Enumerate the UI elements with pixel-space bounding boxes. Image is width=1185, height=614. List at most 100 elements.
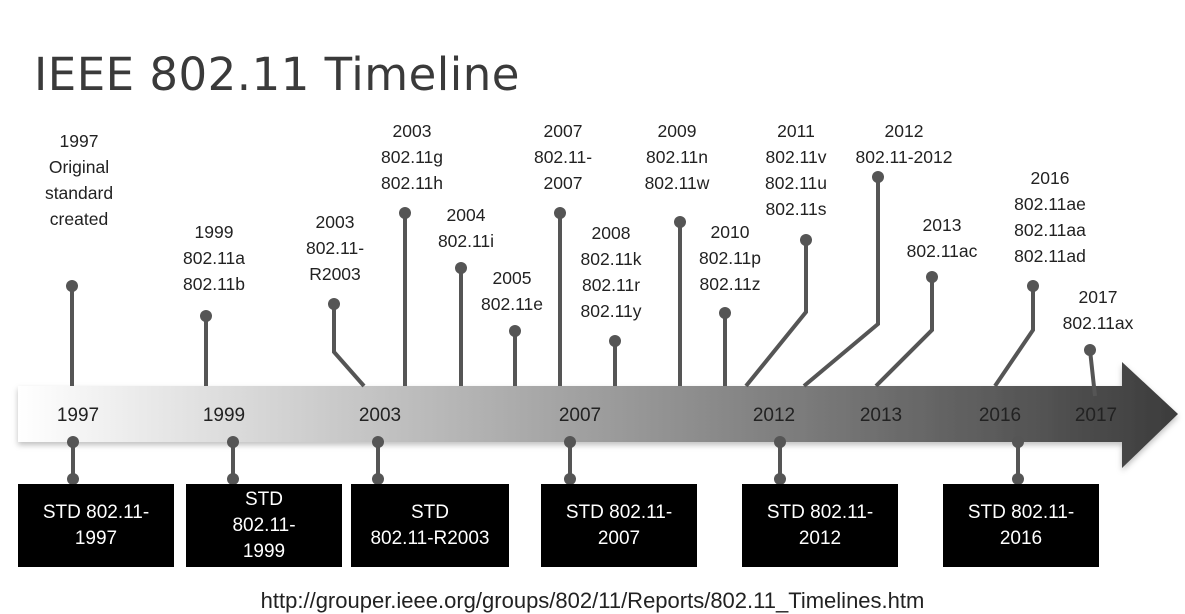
event-line: 802.11s bbox=[765, 199, 827, 219]
connector-dot bbox=[554, 207, 566, 219]
connector-dot bbox=[564, 473, 576, 485]
event-line: 802.11k bbox=[580, 249, 642, 269]
event-line: Original bbox=[48, 157, 110, 177]
connector-dot bbox=[1012, 473, 1024, 485]
standard-line: STD 802.11- bbox=[42, 501, 150, 523]
event-line: 2003 bbox=[315, 212, 355, 232]
standard-line: 802.11- bbox=[232, 514, 296, 536]
event-line: 802.11ad bbox=[1014, 246, 1086, 266]
standard-line: 1997 bbox=[74, 527, 118, 549]
axis-year-1997: 1997 bbox=[56, 405, 100, 426]
connector-dot bbox=[719, 307, 731, 319]
event-line: 802.11aa bbox=[1014, 220, 1086, 240]
event-line: 2013 bbox=[922, 215, 962, 235]
standard-line: STD 802.11- bbox=[766, 501, 874, 523]
event-line: 802.11y bbox=[580, 301, 642, 321]
event-line: 802.11ac bbox=[906, 241, 978, 261]
event-label-2005: 2005 802.11e bbox=[481, 265, 543, 317]
event-line: 802.11a bbox=[183, 248, 245, 268]
standard-line: STD 802.11- bbox=[967, 501, 1075, 523]
connector-dot bbox=[328, 298, 340, 310]
connector-dot bbox=[800, 234, 812, 246]
event-line: 802.11n bbox=[646, 147, 708, 167]
event-line: 2005 bbox=[492, 268, 532, 288]
event-label-2011: 2011 802.11v 802.11u 802.11s bbox=[765, 118, 827, 222]
standard-line: STD bbox=[411, 501, 449, 523]
event-line: 2011 bbox=[777, 121, 815, 141]
event-line: 2016 bbox=[1030, 168, 1070, 188]
standard-box-2003: STD 802.11-R2003 bbox=[351, 484, 509, 567]
connector-dot bbox=[227, 473, 239, 485]
connector-dot bbox=[372, 436, 384, 448]
axis-year-2017: 2017 bbox=[1074, 405, 1118, 426]
event-line: 802.11v bbox=[765, 147, 827, 167]
connector-line bbox=[993, 286, 1035, 388]
event-label-2008: 2008 802.11k 802.11r 802.11y bbox=[581, 220, 642, 324]
event-line: 2003 bbox=[392, 121, 432, 141]
standard-line: STD 802.11- bbox=[565, 501, 673, 523]
event-line: 2009 bbox=[657, 121, 697, 141]
event-line: 802.11h bbox=[381, 173, 443, 193]
event-label-1997: 1997 Original standard created bbox=[45, 128, 113, 232]
event-line: 802.11ae bbox=[1014, 194, 1086, 214]
connector-dot bbox=[774, 473, 786, 485]
standard-box-2016: STD 802.11- 2016 bbox=[943, 484, 1099, 567]
event-line: 802.11ax bbox=[1062, 313, 1134, 333]
page-title: IEEE 802.11 Timeline bbox=[34, 48, 520, 101]
connector-line bbox=[332, 304, 366, 388]
standard-line: 1999 bbox=[242, 540, 286, 562]
event-label-2010: 2010 802.11p 802.11z bbox=[699, 219, 761, 297]
event-line: 802.11p bbox=[699, 248, 761, 268]
standard-box-2007: STD 802.11- 2007 bbox=[541, 484, 697, 567]
event-line: 802.11- bbox=[305, 238, 365, 258]
standard-line: STD bbox=[245, 488, 283, 510]
connector-dot bbox=[227, 436, 239, 448]
event-line: 802.11i bbox=[437, 231, 495, 251]
event-line: 2007 bbox=[543, 173, 583, 193]
connector-dot bbox=[674, 216, 686, 228]
standard-line: 2016 bbox=[999, 527, 1043, 549]
connector-dot bbox=[774, 436, 786, 448]
connector-dot bbox=[1012, 436, 1024, 448]
connector-dot bbox=[372, 473, 384, 485]
axis-year-2013: 2013 bbox=[859, 405, 903, 426]
event-line: R2003 bbox=[309, 264, 361, 284]
connector-dot bbox=[1084, 344, 1096, 356]
connector-dot bbox=[872, 171, 884, 183]
event-line: 2004 bbox=[446, 205, 486, 225]
event-label-2003b: 2003 802.11g 802.11h bbox=[381, 118, 443, 196]
connector-dot bbox=[67, 436, 79, 448]
connector-line bbox=[1088, 349, 1097, 397]
connector-line bbox=[874, 277, 934, 388]
standard-line: 2007 bbox=[597, 527, 641, 549]
connector-dot bbox=[455, 262, 467, 274]
standard-line: 802.11-R2003 bbox=[370, 527, 490, 549]
event-line: 802.11g bbox=[381, 147, 443, 167]
axis-year-2003: 2003 bbox=[358, 405, 402, 426]
standard-box-1997: STD 802.11- 1997 bbox=[18, 484, 174, 567]
standard-box-2012: STD 802.11- 2012 bbox=[742, 484, 898, 567]
event-line: 802.11w bbox=[644, 173, 710, 193]
event-line: standard bbox=[44, 183, 114, 203]
event-label-2003a: 2003 802.11- R2003 bbox=[306, 209, 364, 287]
event-line: 2010 bbox=[710, 222, 750, 242]
connector-dot bbox=[564, 436, 576, 448]
event-line: 2017 bbox=[1078, 287, 1118, 307]
standard-line: 2012 bbox=[798, 527, 842, 549]
event-line: 802.11b bbox=[183, 274, 245, 294]
axis-year-1999: 1999 bbox=[202, 405, 246, 426]
connector-dot bbox=[1027, 280, 1039, 292]
connector-dot bbox=[509, 325, 521, 337]
event-label-2017: 2017 802.11ax bbox=[1063, 284, 1134, 336]
source-url: http://grouper.ieee.org/groups/802/11/Re… bbox=[260, 588, 925, 613]
event-label-2009: 2009 802.11n 802.11w bbox=[645, 118, 710, 196]
connector-dot bbox=[200, 310, 212, 322]
event-line: 2007 bbox=[543, 121, 583, 141]
event-label-2004: 2004 802.11i bbox=[438, 202, 494, 254]
event-line: 802.11-2012 bbox=[855, 147, 953, 167]
axis-year-2016: 2016 bbox=[978, 405, 1022, 426]
standard-box-1999: STD 802.11- 1999 bbox=[186, 484, 342, 567]
event-label-2013: 2013 802.11ac bbox=[907, 212, 978, 264]
